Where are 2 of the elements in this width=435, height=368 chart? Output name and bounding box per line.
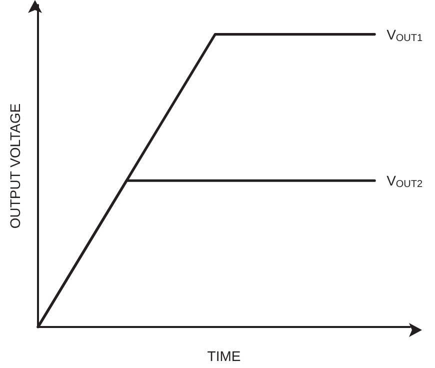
y-axis-title: OUTPUT VOLTAGE <box>7 103 23 229</box>
x-axis-title: TIME <box>207 348 241 364</box>
